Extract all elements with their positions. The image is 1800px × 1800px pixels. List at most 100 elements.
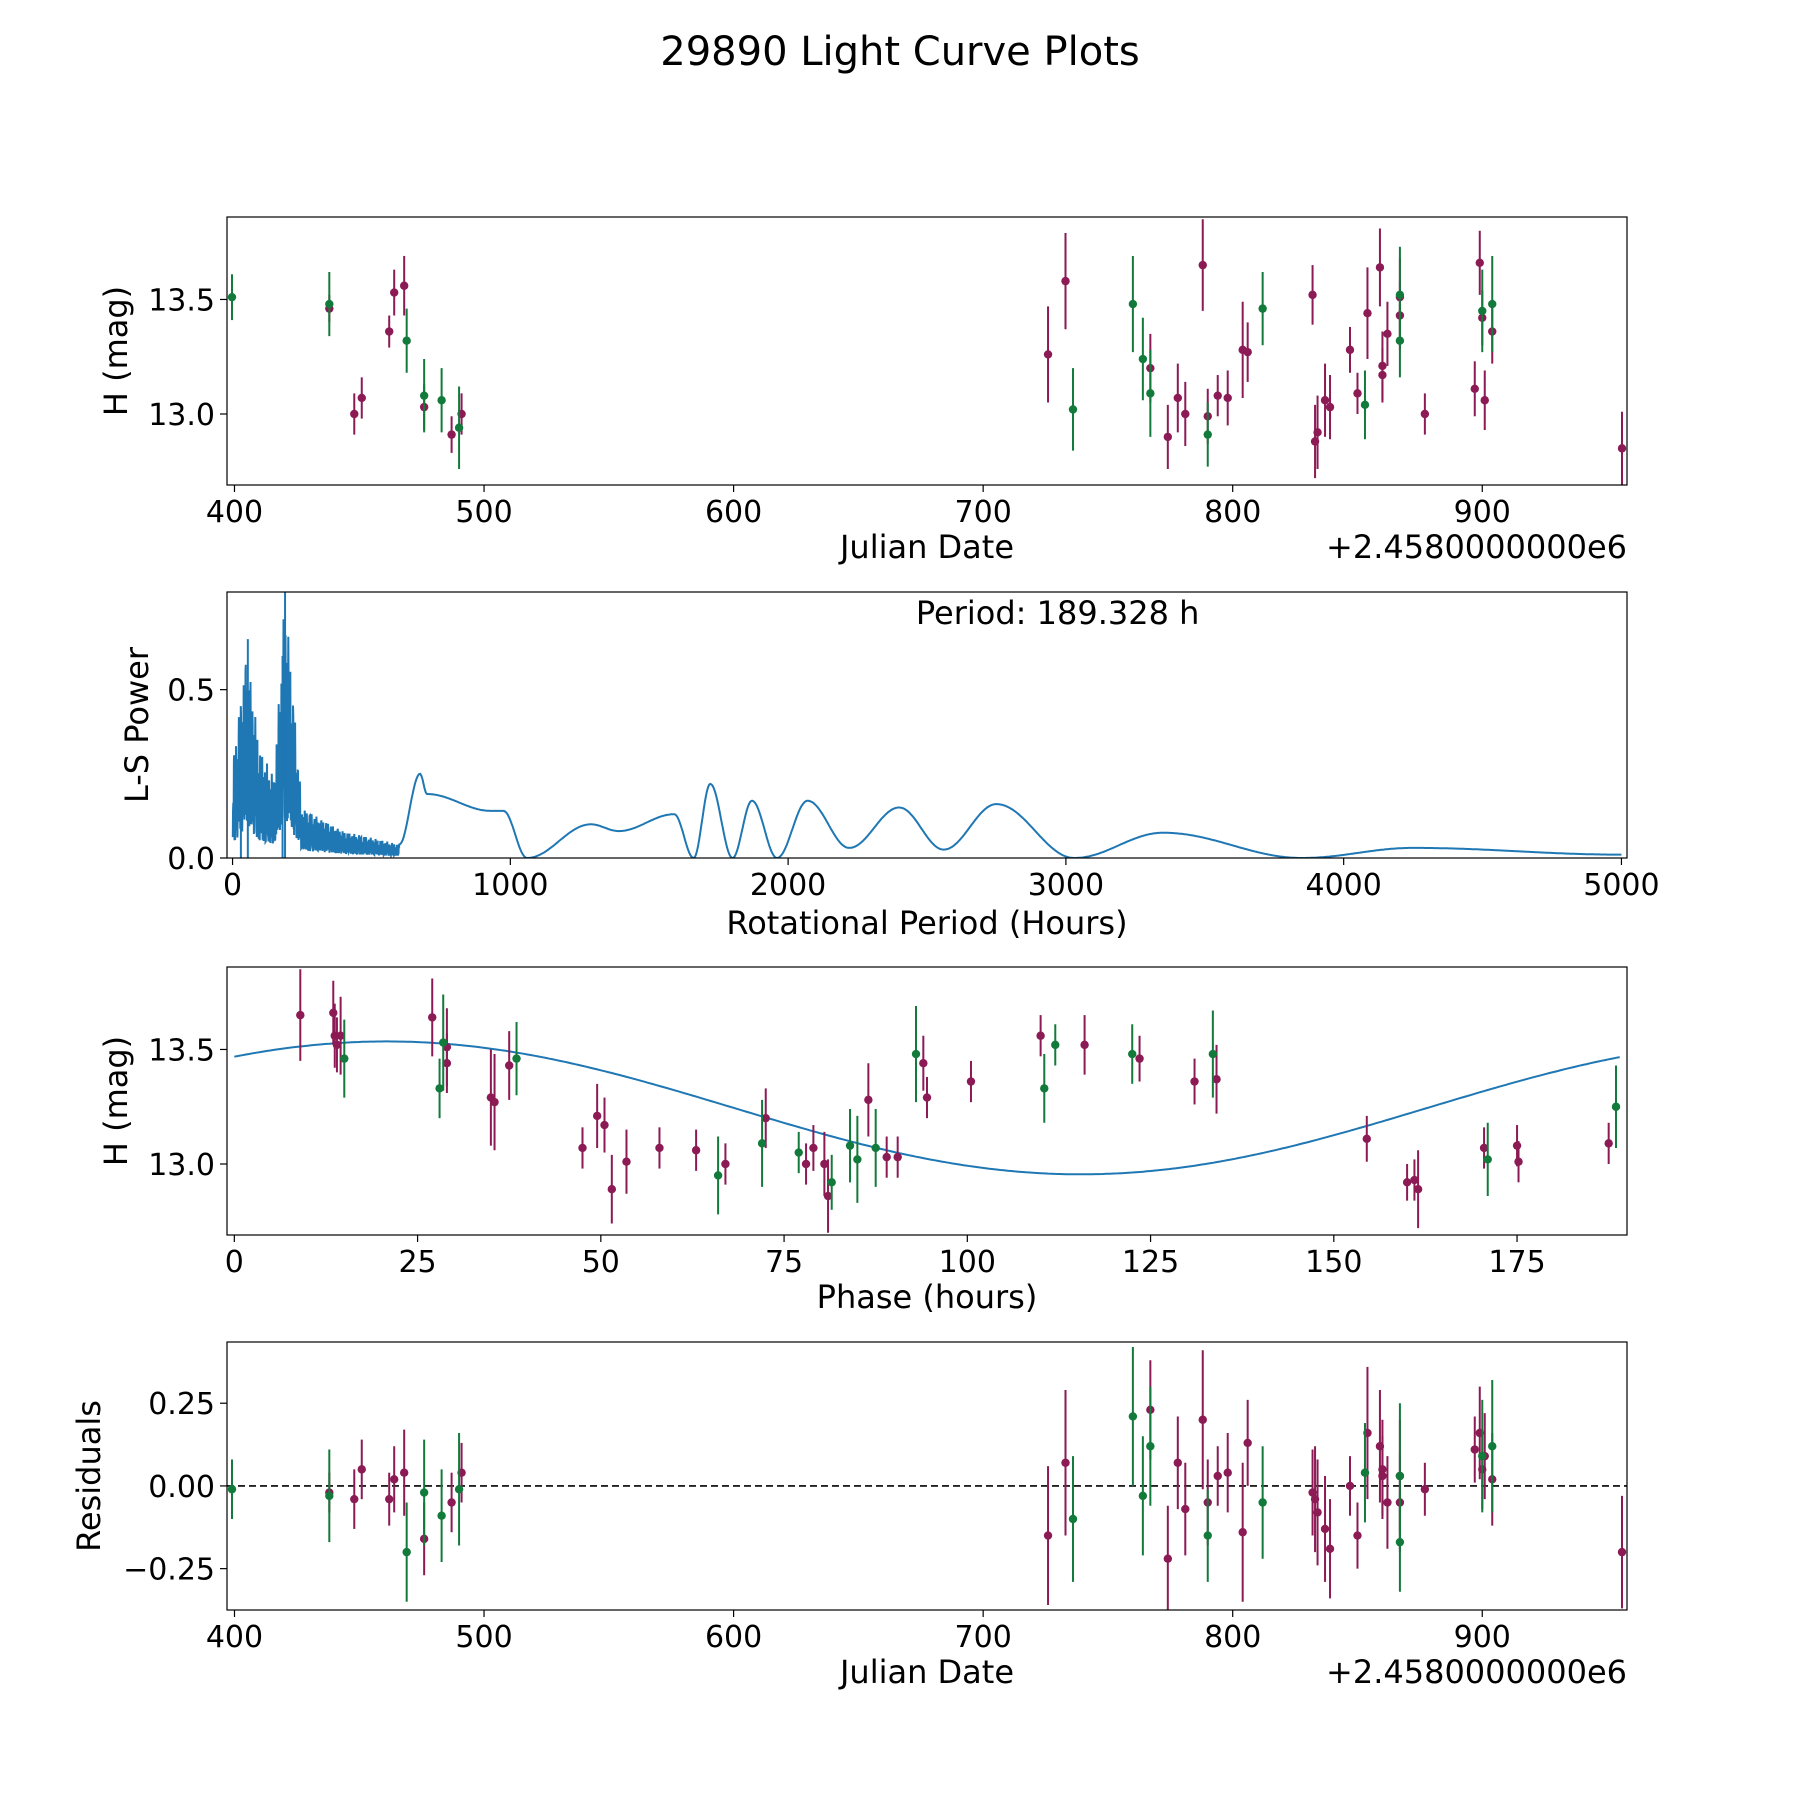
lightcurve-xtick-label: 500 xyxy=(455,495,512,530)
lightcurve-ytick-label: 13.0 xyxy=(148,398,215,433)
lightcurve-xtick-label: 900 xyxy=(1454,495,1511,530)
lightcurve-band1-point xyxy=(1345,345,1355,355)
residuals-band1-point xyxy=(1420,1485,1430,1494)
phased-xlabel: Phase (hours) xyxy=(817,1278,1038,1316)
lightcurve-band1-point xyxy=(1470,384,1479,393)
phased-band2-point xyxy=(871,1143,880,1153)
phased-band2-point xyxy=(435,1084,444,1093)
residuals-band1-point xyxy=(1238,1528,1247,1537)
residuals-band2-point xyxy=(1395,1471,1405,1481)
lightcurve-band1-point xyxy=(1223,393,1232,403)
phased-xtick-label: 150 xyxy=(1305,1245,1362,1280)
lightcurve-band1-point xyxy=(1475,258,1484,268)
lightcurve-band1-point xyxy=(1617,444,1627,453)
residuals-band1-point xyxy=(350,1494,359,1504)
phased-band1-point xyxy=(1135,1054,1144,1063)
phased-ylabel: H (mag) xyxy=(97,1036,135,1166)
residuals-band1-point xyxy=(1345,1481,1355,1491)
phased-band1-point xyxy=(607,1184,617,1194)
residuals-xtick-label: 600 xyxy=(705,1620,762,1655)
residuals-ylabel: Residuals xyxy=(70,1400,108,1552)
phased-plot-area xyxy=(234,969,1621,1233)
lightcurve-ytick-label: 13.5 xyxy=(148,283,215,318)
phased-band1-point xyxy=(761,1113,770,1123)
lightcurve-band2-point xyxy=(227,292,237,302)
residuals-xtick-label: 700 xyxy=(955,1620,1012,1655)
residuals-band2-point xyxy=(1128,1412,1138,1421)
phased-band1-point xyxy=(1512,1141,1522,1150)
lightcurve-band2-point xyxy=(437,396,446,405)
lightcurve-band1-point xyxy=(1198,260,1207,270)
residuals-band1-point xyxy=(1061,1458,1070,1467)
residuals-band2-point xyxy=(402,1547,411,1557)
phased-band1-point xyxy=(428,1013,437,1022)
phased-band1-point xyxy=(600,1120,609,1130)
lightcurve-band1-point xyxy=(1320,396,1330,405)
phased-band1-point xyxy=(919,1059,928,1068)
phased-band2-point xyxy=(1611,1102,1621,1111)
lightcurve-band1-point xyxy=(1378,370,1387,380)
phased-axes-frame xyxy=(226,966,1628,1236)
periodogram-ytick-label: 0.5 xyxy=(167,674,215,709)
periodogram-xtick-label: 0 xyxy=(223,868,242,903)
residuals-band1-point xyxy=(1181,1504,1190,1514)
phased-band1-point xyxy=(1410,1175,1419,1185)
lightcurve-band2-point xyxy=(1138,354,1148,364)
residuals-band2-point xyxy=(1395,1537,1405,1547)
periodogram-panel: L-S Power Rotational Period (Hours) 0 100… xyxy=(118,591,1660,942)
periodogram-xtick-label: 5000 xyxy=(1583,868,1659,903)
residuals-band1-point xyxy=(1213,1471,1222,1481)
lightcurve-band1-point xyxy=(1181,409,1190,419)
phased-band1-point xyxy=(655,1143,664,1153)
sinusoid-fit-line xyxy=(234,1040,1620,1176)
periodogram-ytick-label: 0.0 xyxy=(167,842,215,877)
lightcurve-band1-point xyxy=(1375,263,1385,272)
periodogram-line xyxy=(231,619,1622,858)
phased-band1-point xyxy=(721,1159,730,1169)
residuals-band2-point xyxy=(1258,1498,1267,1507)
residuals-xtick-label: 500 xyxy=(455,1620,512,1655)
lightcurve-panel: H (mag) Julian Date +2.4580000000e6 400 5… xyxy=(97,216,1628,566)
residuals-band1-point xyxy=(1163,1554,1173,1563)
phased-band2-point xyxy=(1040,1084,1049,1093)
phased-band1-point xyxy=(1604,1139,1613,1148)
periodogram-xtick-label: 4000 xyxy=(1305,868,1381,903)
residuals-band2-point xyxy=(1488,1442,1497,1451)
phased-band1-point xyxy=(329,1008,338,1018)
lightcurve-band1-point xyxy=(1363,309,1372,318)
phased-band1-point xyxy=(1212,1075,1221,1084)
phased-band2-point xyxy=(713,1171,723,1180)
residuals-band1-point xyxy=(1378,1471,1387,1481)
residuals-band2-point xyxy=(1068,1514,1078,1524)
phased-band2-point xyxy=(757,1139,767,1148)
residuals-band1-point xyxy=(1383,1498,1392,1507)
residuals-band1-point xyxy=(357,1465,366,1474)
residuals-band1-point xyxy=(1470,1445,1479,1454)
phased-band1-point xyxy=(1479,1143,1489,1153)
phased-band2-point xyxy=(439,1038,448,1047)
residuals-ytick-label: −0.25 xyxy=(123,1553,215,1588)
lightcurve-band1-point xyxy=(1173,393,1183,403)
lightcurve-band2-point xyxy=(1203,430,1212,439)
lightcurve-band2-point xyxy=(454,423,464,432)
residuals-band1-point xyxy=(385,1494,394,1504)
figure-title: 29890 Light Curve Plots xyxy=(660,29,1139,75)
lightcurve-band2-point xyxy=(1360,400,1370,410)
lightcurve-band1-point xyxy=(447,430,456,439)
residuals-plot-area xyxy=(227,1346,1627,1610)
phased-band1-point xyxy=(1190,1077,1199,1086)
lightcurve-band1-point xyxy=(385,327,394,336)
phased-band2-point xyxy=(512,1054,521,1063)
phased-band1-point xyxy=(592,1111,602,1121)
lightcurve-band2-point xyxy=(1146,389,1155,398)
periodogram-xlabel: Rotational Period (Hours) xyxy=(726,904,1127,942)
periodogram-xtick-label: 1000 xyxy=(472,868,548,903)
lightcurve-axes-frame xyxy=(226,216,1628,486)
lightcurve-offset-text: +2.4580000000e6 xyxy=(1326,528,1627,566)
phased-band1-point xyxy=(332,1040,342,1050)
lightcurve-xtick-label: 700 xyxy=(955,495,1012,530)
lightcurve-band1-point xyxy=(1243,347,1252,357)
residuals-xtick-label: 900 xyxy=(1454,1620,1511,1655)
best-period-annotation: Period: 189.328 h xyxy=(916,594,1200,632)
phased-band1-point xyxy=(490,1097,499,1107)
